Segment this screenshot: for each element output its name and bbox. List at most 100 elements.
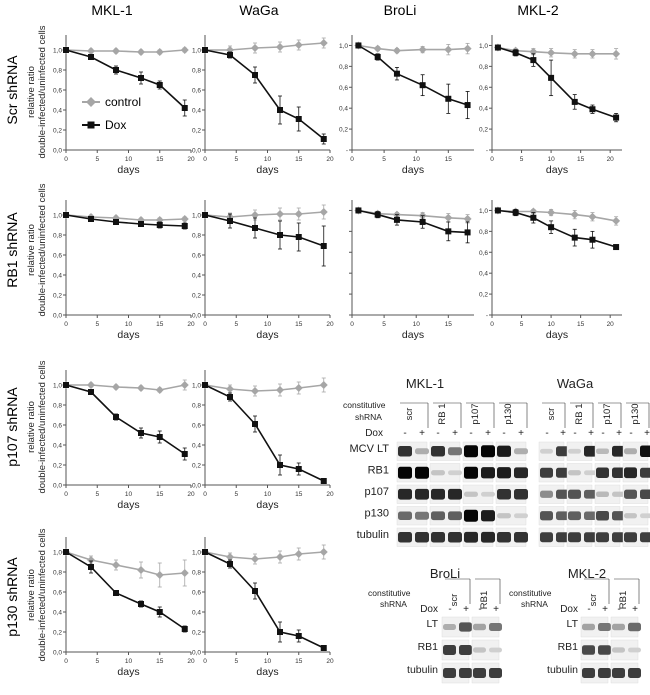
y-tick-label: 0,8	[192, 403, 201, 410]
blot-band	[628, 647, 641, 653]
data-point-dox	[63, 47, 69, 53]
blot-band	[443, 668, 456, 678]
blot-band	[489, 647, 502, 653]
data-point-dox	[445, 228, 452, 235]
row-label-scr: Scr shRNA	[4, 55, 20, 125]
data-point-control	[570, 49, 579, 58]
data-point-control	[155, 571, 164, 579]
data-point-control	[276, 43, 284, 51]
data-point-dox	[138, 221, 144, 227]
data-point-dox	[252, 225, 258, 231]
y-tick-label: -	[486, 148, 488, 155]
blot-band	[481, 445, 495, 458]
series-dox	[355, 42, 471, 120]
blot-band	[612, 668, 625, 678]
x-tick-label: 0	[490, 321, 494, 328]
data-point-control	[294, 210, 303, 218]
lane-label: scr	[588, 594, 599, 607]
data-point-control	[319, 381, 328, 389]
dox-label: Dox	[365, 428, 383, 439]
x-tick-label: 10	[125, 321, 133, 328]
blot-band	[568, 489, 581, 499]
data-point-dox	[393, 216, 400, 223]
data-point-control	[180, 569, 189, 577]
y-tick-label: 1,0	[53, 213, 62, 220]
data-point-dox	[113, 590, 119, 596]
plus-sign: +	[632, 604, 638, 615]
blot-band	[464, 445, 478, 458]
series-control	[493, 206, 621, 226]
series-line-dox	[65, 551, 186, 630]
series-line-dox	[358, 209, 468, 234]
x-tick-label: 5	[95, 658, 99, 665]
y-tick-label: 1,0	[192, 550, 201, 557]
data-point-dox	[88, 564, 94, 570]
blot-row-label: RB1	[558, 641, 579, 653]
y-tick-label: 0,4	[192, 443, 201, 450]
x-tick-label: 0	[64, 491, 68, 498]
data-point-dox	[548, 224, 555, 231]
y-axis-label-top: relative ratio	[26, 224, 37, 276]
blot-row-label: tubulin	[357, 529, 389, 541]
x-tick-label: 0	[350, 156, 354, 163]
shrna-label: shRNA	[355, 412, 382, 422]
y-tick-label: -	[486, 313, 488, 320]
x-axis-label: days	[117, 164, 139, 176]
blot-band	[596, 491, 609, 498]
x-tick-label: 5	[95, 156, 99, 163]
x-tick-label: 20	[326, 321, 334, 328]
y-tick-label: 1,0	[339, 43, 348, 50]
y-tick-label: 0,8	[192, 570, 201, 577]
x-tick-label: 20	[607, 321, 615, 328]
y-tick-label: 0,8	[192, 68, 201, 75]
blot-band	[514, 532, 528, 543]
series-dox	[63, 549, 188, 633]
blot-band	[473, 623, 486, 631]
blot-band	[473, 647, 486, 653]
x-tick-label: 5	[382, 156, 386, 163]
minus-sign: -	[436, 428, 439, 439]
y-axis-label-top: relative ratio	[26, 66, 37, 118]
column-title-broli: BroLi	[384, 2, 417, 18]
blot-band	[415, 511, 429, 520]
blot-band	[596, 510, 609, 521]
data-point-dox	[227, 218, 233, 224]
series-dox	[494, 207, 620, 251]
legend: control Dox	[82, 95, 141, 132]
blot-band	[598, 668, 611, 678]
lane-label: scr	[404, 408, 415, 421]
y-tick-label: 0,6	[479, 85, 488, 92]
data-point-dox	[512, 49, 519, 56]
data-point-dox	[393, 70, 400, 77]
series-control	[62, 548, 189, 588]
lane-label: p130	[503, 403, 514, 424]
y-tick-label: 0,8	[53, 570, 62, 577]
series-line-control	[65, 49, 185, 53]
blot-band	[415, 488, 429, 500]
blot-band	[582, 623, 595, 631]
y-tick-label: 0,8	[53, 233, 62, 240]
x-axis-label: days	[546, 329, 568, 341]
minus-sign: -	[587, 604, 590, 615]
y-tick-label: 0,6	[192, 88, 201, 95]
x-tick-label: 0	[203, 321, 207, 328]
lane-label: RB 1	[574, 403, 585, 424]
data-point-control	[251, 211, 259, 219]
data-point-control	[392, 46, 401, 55]
minus-sign: -	[478, 604, 481, 615]
data-point-dox	[156, 222, 163, 228]
x-axis-label: days	[546, 164, 568, 176]
series-dox	[202, 47, 327, 145]
blot-title: MKL-1	[406, 376, 444, 391]
minus-sign: -	[629, 428, 632, 439]
x-tick-label: 10	[125, 156, 133, 163]
blot-strip-tubulin	[396, 527, 528, 547]
data-point-dox	[88, 216, 94, 222]
x-tick-label: 20	[187, 321, 195, 328]
line-chart-2: - 0,2 0,4 0,6 0,8 1,0 0 5 10 15 days	[339, 35, 474, 176]
x-tick-label: 15	[577, 321, 585, 328]
blot-band	[398, 511, 412, 520]
data-point-dox	[202, 549, 208, 555]
blot-band	[448, 511, 462, 521]
series-line-dox	[357, 44, 468, 106]
